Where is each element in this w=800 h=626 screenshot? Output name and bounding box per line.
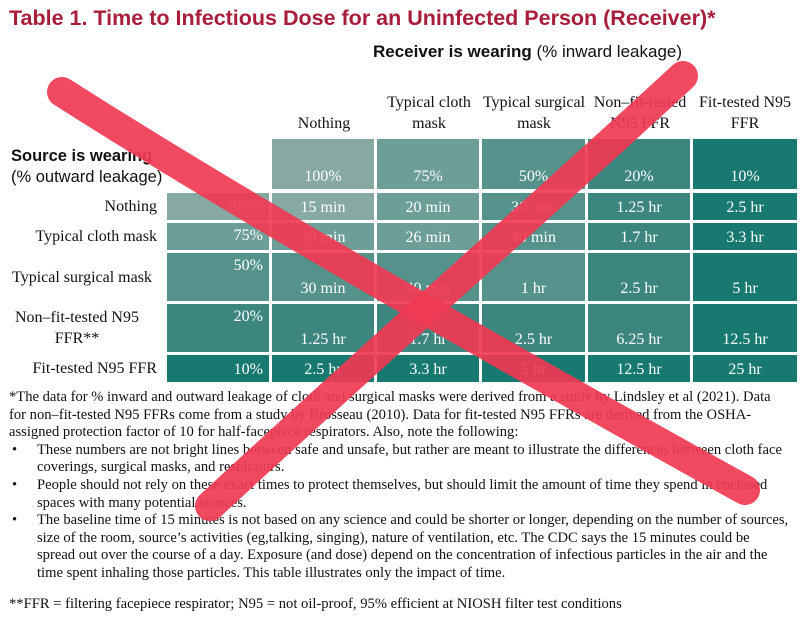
table-cell: 12.5 hr <box>693 304 797 352</box>
table-cell: 30 min <box>272 253 374 301</box>
table-cell: 40 min <box>377 253 479 301</box>
column-pct-nothing: 100% <box>272 139 374 189</box>
table-cell: 25 hr <box>693 355 797 382</box>
table-cell: 2.5 hr <box>588 253 690 301</box>
table-cell: 12.5 hr <box>588 355 690 382</box>
bullet-icon: • <box>12 476 18 493</box>
table-cell: 6.25 hr <box>588 304 690 352</box>
column-header-nonfit-n95: Non–fit-tested N95 FFR <box>593 94 687 132</box>
column-header-fit-n95: Fit-tested N95 FFR <box>699 94 791 132</box>
table-cell: 1.7 hr <box>377 304 479 352</box>
table-cell: 15 min <box>272 193 374 220</box>
source-header-note: (% outward leakage) <box>11 168 163 186</box>
list-item: • The baseline time of 15 minutes is not … <box>9 512 791 582</box>
table-cell: 5 hr <box>693 253 797 301</box>
source-header-bold: Source is wearing <box>11 147 153 165</box>
bullet-icon: • <box>12 512 18 529</box>
table-title: Table 1. Time to Infectious Dose for an … <box>9 6 716 30</box>
note-text: People should not rely on these exact ti… <box>37 476 768 511</box>
table-cell: 3.3 hr <box>693 223 797 250</box>
table-cell: 3.3 hr <box>377 355 479 382</box>
table-cell: 40 min <box>482 223 585 250</box>
row-pct-nothing: 100% <box>167 193 269 220</box>
column-header-cloth: Typical cloth mask <box>387 94 471 132</box>
note-text: These numbers are not bright lines betwe… <box>37 441 782 476</box>
table-cell: 1.25 hr <box>272 304 374 352</box>
column-header-nothing: Nothing <box>297 115 351 132</box>
row-pct-cloth: 75% <box>167 223 269 250</box>
notes-bullet-list: • These numbers are not bright lines betw… <box>9 442 791 583</box>
table-cell: 2.5 hr <box>272 355 374 382</box>
receiver-header: Receiver is wearing (% inward leakage) <box>373 42 682 62</box>
row-label-cloth: Typical cloth mask <box>35 228 157 245</box>
receiver-header-bold: Receiver is wearing <box>373 42 532 61</box>
table-cell: 20 min <box>377 193 479 220</box>
table-cell: 2.5 hr <box>693 193 797 220</box>
list-item: • These numbers are not bright lines betw… <box>9 442 791 477</box>
table-cell: 26 min <box>377 223 479 250</box>
column-pct-nonfit-n95: 20% <box>588 139 690 189</box>
column-pct-cloth: 75% <box>377 139 479 189</box>
row-pct-nonfit-n95: 20% <box>167 304 269 352</box>
table-cell: 1.25 hr <box>588 193 690 220</box>
row-label-surgical: Typical surgical mask <box>12 268 152 286</box>
list-item: • People should not rely on these exact t… <box>9 477 791 512</box>
table-cell: 20 min <box>272 223 374 250</box>
source-header: Source is wearing (% outward leakage) <box>11 146 162 188</box>
bullet-icon: • <box>12 441 18 458</box>
receiver-header-note: (% inward leakage) <box>536 42 683 61</box>
column-pct-fit-n95: 10% <box>693 139 797 189</box>
row-pct-surgical: 50% <box>167 253 269 301</box>
table-cell: 30 min <box>482 193 585 220</box>
notes-intro: *The data for % inward and outward leaka… <box>9 389 771 441</box>
abbreviation-footnote: **FFR = filtering facepiece respirator; … <box>9 596 622 612</box>
table-cell: 1.7 hr <box>588 223 690 250</box>
table-cell: 2.5 hr <box>482 304 585 352</box>
table-notes: *The data for % inward and outward leaka… <box>9 389 791 583</box>
row-label-nothing: Nothing <box>104 198 157 215</box>
table-cell: 1 hr <box>482 253 585 301</box>
column-header-surgical: Typical surgical mask <box>482 94 586 132</box>
column-pct-surgical: 50% <box>482 139 585 189</box>
row-label-fit-n95: Fit-tested N95 FFR <box>32 360 157 377</box>
row-label-nonfit-n95: Non–fit-tested N95 FFR** <box>15 309 139 347</box>
table-cell: 5 hr <box>482 355 585 382</box>
row-pct-fit-n95: 10% <box>167 355 269 382</box>
note-text: The baseline time of 15 minutes is not b… <box>37 512 789 581</box>
